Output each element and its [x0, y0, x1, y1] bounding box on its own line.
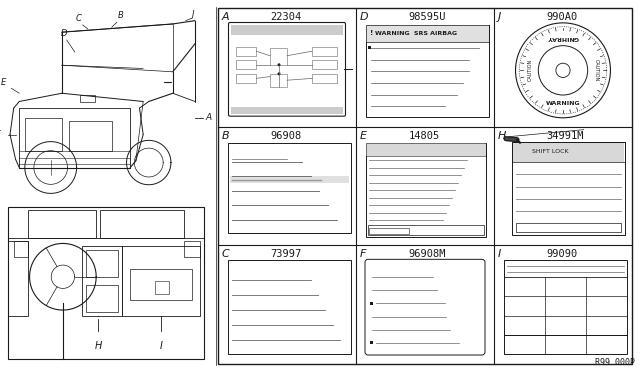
Bar	[231, 107, 343, 114]
Bar	[368, 46, 371, 49]
Text: D: D	[61, 29, 67, 38]
Text: WARNING: WARNING	[546, 101, 580, 106]
Text: D: D	[360, 12, 369, 22]
Bar	[230, 176, 349, 183]
Text: WARNING  SRS AIRBAG: WARNING SRS AIRBAG	[375, 31, 457, 36]
Text: SHIFT LOCK: SHIFT LOCK	[532, 150, 569, 154]
Bar	[100, 210, 184, 238]
Text: H: H	[498, 131, 506, 141]
Text: 98595U: 98595U	[408, 12, 446, 22]
Text: H: H	[95, 341, 102, 351]
Text: J: J	[192, 10, 195, 19]
Text: 73997: 73997	[271, 249, 301, 259]
Bar	[80, 95, 95, 102]
Bar	[14, 241, 28, 257]
Text: I: I	[498, 249, 501, 259]
Text: CAUTION: CAUTION	[594, 59, 599, 81]
Text: CAUTION: CAUTION	[527, 59, 532, 81]
Bar	[312, 74, 337, 83]
Bar	[231, 25, 343, 35]
Bar	[370, 341, 373, 344]
Bar	[122, 246, 200, 315]
Bar	[366, 143, 486, 156]
Bar	[366, 25, 489, 117]
Text: A: A	[205, 113, 211, 122]
Bar	[512, 142, 625, 235]
Text: 22304: 22304	[271, 12, 301, 22]
Bar	[366, 25, 489, 42]
Bar	[69, 121, 112, 151]
Bar	[368, 225, 484, 235]
Bar	[25, 118, 62, 151]
Text: 96908M: 96908M	[408, 249, 446, 259]
Bar	[228, 260, 351, 354]
Bar	[236, 74, 256, 83]
Bar	[512, 142, 625, 162]
Text: C: C	[222, 249, 230, 259]
Bar	[218, 8, 632, 364]
Circle shape	[278, 63, 280, 66]
Bar	[8, 241, 28, 315]
Bar	[366, 143, 486, 237]
Bar	[129, 269, 192, 300]
Text: !: !	[370, 30, 373, 36]
Bar	[236, 60, 256, 69]
Bar	[28, 210, 96, 238]
Bar	[366, 143, 486, 156]
Bar	[86, 285, 118, 312]
Text: B: B	[222, 131, 230, 141]
Bar	[516, 223, 621, 232]
Bar	[184, 241, 200, 257]
Bar	[366, 25, 489, 42]
Bar	[270, 74, 287, 87]
Bar	[86, 250, 118, 277]
Bar	[270, 48, 287, 65]
Text: E: E	[1, 78, 6, 87]
Bar	[312, 46, 337, 56]
Bar	[236, 46, 256, 56]
Bar	[370, 302, 373, 305]
Bar	[369, 228, 409, 234]
Text: 96908: 96908	[271, 131, 301, 141]
Bar	[228, 143, 351, 233]
Text: GNIНRAY: GNIНRAY	[547, 35, 579, 39]
Bar	[155, 281, 169, 294]
Bar	[312, 60, 337, 69]
Bar	[513, 143, 624, 162]
Text: 990A0: 990A0	[547, 12, 578, 22]
Bar	[8, 207, 204, 359]
Circle shape	[278, 73, 280, 76]
Text: B: B	[118, 11, 124, 20]
Text: J: J	[498, 12, 501, 22]
Text: F: F	[360, 249, 366, 259]
Bar	[504, 260, 627, 354]
Text: 14805: 14805	[408, 131, 440, 141]
Text: A: A	[222, 12, 230, 22]
Text: I: I	[159, 341, 163, 351]
Text: C: C	[76, 14, 81, 23]
Text: 99090: 99090	[547, 249, 578, 259]
Text: R99 000P: R99 000P	[595, 358, 635, 367]
Bar	[83, 246, 122, 315]
Text: E: E	[360, 131, 367, 141]
Text: 34991M: 34991M	[547, 131, 584, 141]
